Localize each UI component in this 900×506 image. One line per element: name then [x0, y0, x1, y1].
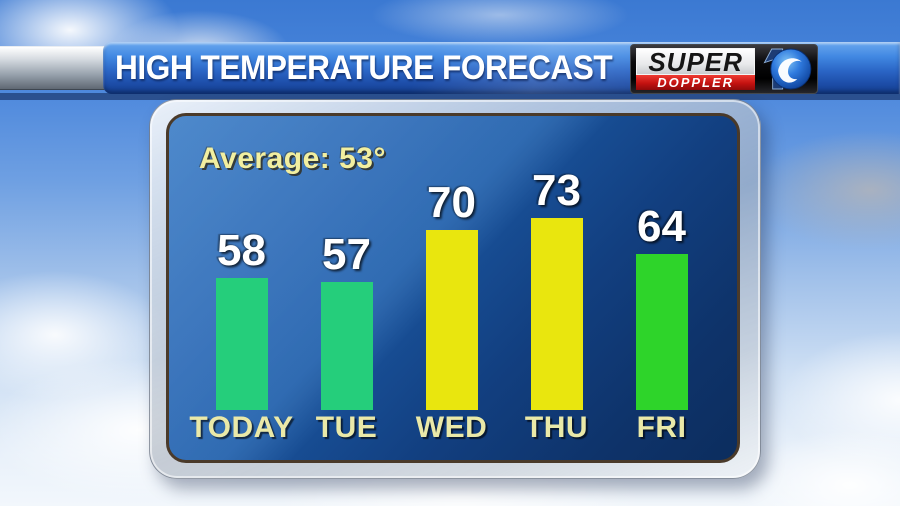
cloud: [370, 0, 630, 45]
cloud: [0, 270, 170, 400]
bar-category-label: WED: [415, 411, 488, 444]
cloud: [740, 430, 900, 506]
page-title: HIGH TEMPERATURE FORECAST: [115, 48, 613, 87]
bar-column: 57 TUE: [294, 146, 399, 446]
bar-category-label: TODAY: [189, 411, 294, 444]
bar-category-label: THU: [524, 411, 589, 444]
bar-column: 58 TODAY: [189, 146, 294, 446]
bar: [530, 218, 583, 410]
bar: [425, 230, 478, 410]
bar: [215, 278, 268, 410]
super-doppler-logo: SUPER DOPPLER: [630, 44, 818, 94]
bar-chart: 58 TODAY 57 TUE 70 WED 73 THU 64 FRI: [189, 146, 714, 446]
logo-doppler-label: DOPPLER: [636, 75, 756, 90]
bar-value-label: 70: [427, 178, 476, 227]
bar-value-label: 64: [637, 202, 686, 251]
bar-category-label: FRI: [636, 411, 687, 444]
bar-column: 70 WED: [399, 146, 504, 446]
banner-shadow: [0, 93, 900, 100]
chart-area: Average: 53° 58 TODAY 57 TUE 70 WED 73 THU 64 FRI: [166, 113, 740, 463]
bar: [320, 282, 373, 410]
bar-category-label: TUE: [315, 411, 378, 444]
logo-super-label: SUPER: [636, 48, 756, 75]
bar-value-label: 57: [322, 230, 371, 279]
bar-value-label: 73: [532, 166, 581, 215]
bar-column: 73 THU: [504, 146, 609, 446]
bar-value-label: 58: [217, 226, 266, 275]
cloud: [780, 330, 900, 470]
forecast-panel: Average: 53° 58 TODAY 57 TUE 70 WED 73 THU 64 FRI: [149, 99, 761, 479]
digit-zero: [770, 48, 812, 90]
cloud: [750, 130, 900, 250]
wave-icon: [778, 58, 802, 83]
title-banner: HIGH TEMPERATURE FORECAST SUPER DOPPLER: [0, 42, 900, 100]
bar-column: 64 FRI: [609, 146, 714, 446]
channel-10-icon: [763, 48, 812, 90]
bar: [635, 254, 688, 410]
banner-left-cap: [0, 46, 106, 90]
average-label: Average: 53°: [199, 142, 386, 175]
logo-text-block: SUPER DOPPLER: [636, 48, 756, 90]
